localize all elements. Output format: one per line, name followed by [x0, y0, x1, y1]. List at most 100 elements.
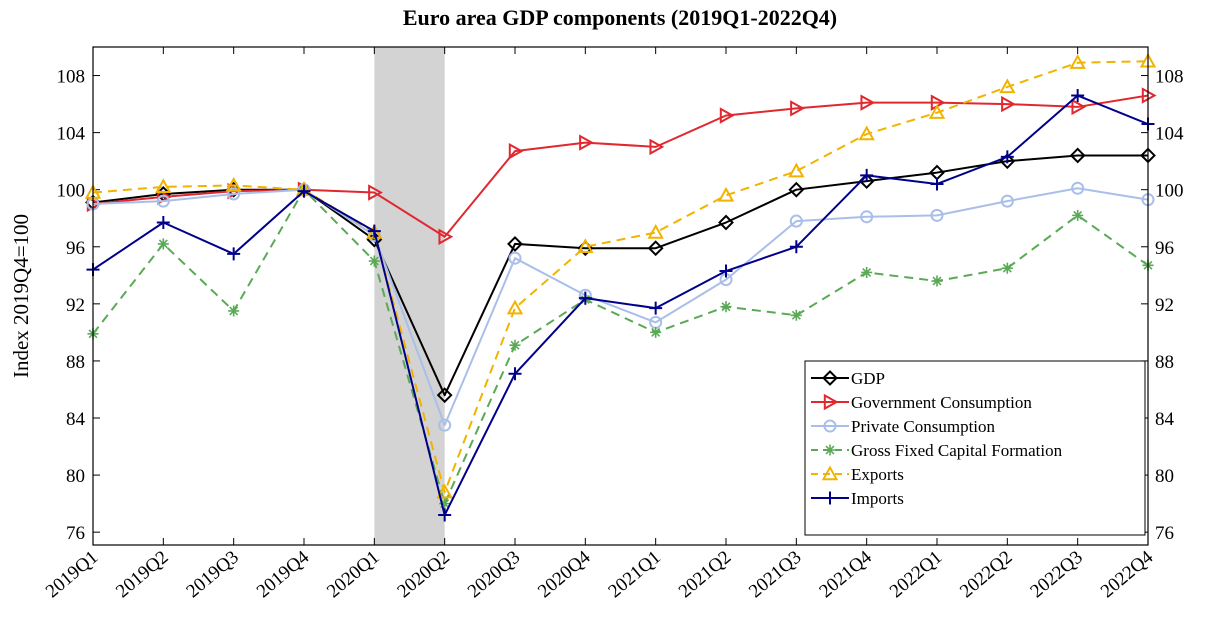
- legend-label: Gross Fixed Capital Formation: [851, 441, 1063, 460]
- legend-label: Private Consumption: [851, 417, 996, 436]
- legend-label: Imports: [851, 489, 904, 508]
- x-tick-label: 2022Q3: [1026, 547, 1086, 602]
- y-tick-label: 88: [66, 352, 85, 373]
- marker: [999, 78, 1016, 94]
- y-tick-label: 92: [66, 295, 85, 316]
- y-tick-label: 96: [66, 238, 85, 259]
- marker: [1071, 98, 1087, 116]
- x-tick-label: 2019Q2: [112, 547, 172, 602]
- x-tick-label: 2020Q1: [323, 547, 383, 602]
- marker: [578, 291, 592, 305]
- x-tick-label: 2019Q4: [253, 546, 314, 602]
- marker: [436, 387, 453, 404]
- legend: GDP Government Consumption Private Consump…: [804, 360, 1146, 536]
- marker: [860, 94, 876, 111]
- x-tick-label: 2020Q4: [534, 546, 595, 602]
- y2-tick-label: 84: [1155, 409, 1175, 430]
- marker: [1001, 95, 1016, 113]
- marker: [717, 186, 735, 202]
- marker: [438, 418, 452, 432]
- x-tick-label: 2019Q1: [42, 547, 102, 602]
- marker: [225, 176, 242, 192]
- marker: [823, 393, 839, 411]
- marker: [438, 508, 452, 522]
- marker: [579, 134, 594, 151]
- y2-tick-label: 104: [1155, 124, 1184, 145]
- marker: [156, 216, 170, 230]
- legend-label: GDP: [851, 369, 885, 388]
- marker: [931, 275, 943, 287]
- marker: [649, 138, 665, 156]
- series-line: [92, 94, 1149, 238]
- y2-tick-label: 108: [1155, 67, 1184, 88]
- marker: [508, 367, 522, 381]
- marker: [719, 107, 735, 124]
- y-tick-label: 104: [57, 124, 86, 145]
- x-tick-label: 2021Q4: [815, 546, 876, 602]
- marker: [508, 251, 522, 265]
- marker: [1072, 209, 1084, 221]
- marker: [367, 224, 381, 238]
- marker: [789, 240, 803, 254]
- marker: [788, 162, 805, 178]
- y2-tick-label: 88: [1155, 352, 1174, 373]
- marker: [1000, 150, 1014, 164]
- y2-tick-label: 80: [1155, 466, 1174, 487]
- marker: [719, 264, 733, 278]
- y2-tick-label: 76: [1155, 523, 1174, 544]
- marker: [822, 370, 838, 386]
- marker: [155, 178, 172, 194]
- x-tick-label: 2021Q3: [745, 547, 805, 602]
- series-line: [92, 60, 1149, 494]
- marker: [823, 419, 837, 433]
- marker: [228, 305, 240, 317]
- y-tick-label: 84: [66, 409, 86, 430]
- marker: [436, 483, 453, 499]
- marker: [577, 238, 594, 253]
- marker: [650, 326, 662, 338]
- x-tick-label: 2021Q2: [675, 547, 735, 602]
- y-tick-label: 100: [57, 181, 86, 202]
- marker: [1069, 54, 1086, 69]
- x-tick-label: 2021Q1: [604, 547, 664, 602]
- marker: [858, 125, 875, 141]
- marker: [227, 187, 241, 201]
- marker: [227, 247, 241, 261]
- marker: [823, 491, 837, 505]
- marker: [821, 465, 839, 481]
- marker: [1000, 194, 1014, 208]
- legend-label: Government Consumption: [851, 393, 1032, 412]
- marker: [1071, 89, 1085, 103]
- series-line: [92, 94, 1149, 517]
- x-tick-label: 2019Q3: [182, 547, 242, 602]
- legend-box: [804, 360, 1146, 536]
- marker: [930, 177, 944, 191]
- marker: [509, 339, 521, 351]
- marker: [368, 255, 380, 267]
- x-tick-label: 2022Q1: [886, 547, 946, 602]
- marker: [1001, 262, 1013, 274]
- marker: [861, 266, 873, 278]
- y-tick-label: 76: [66, 523, 85, 544]
- marker: [508, 142, 524, 160]
- marker: [506, 299, 524, 315]
- series-line: [92, 188, 1149, 505]
- marker: [157, 238, 169, 250]
- marker: [718, 214, 734, 231]
- marker: [928, 104, 946, 119]
- marker: [156, 194, 170, 208]
- marker: [789, 214, 803, 228]
- marker: [647, 240, 664, 257]
- legend-label: Exports: [851, 465, 904, 484]
- plot-frame: [92, 46, 1149, 546]
- y2-tick-label: 92: [1155, 295, 1174, 316]
- marker: [788, 181, 805, 198]
- marker: [860, 168, 874, 182]
- marker: [720, 301, 732, 313]
- marker: [439, 498, 451, 510]
- y2-tick-label: 96: [1155, 238, 1174, 259]
- marker: [368, 184, 383, 201]
- marker: [1141, 87, 1157, 104]
- marker: [1071, 181, 1085, 195]
